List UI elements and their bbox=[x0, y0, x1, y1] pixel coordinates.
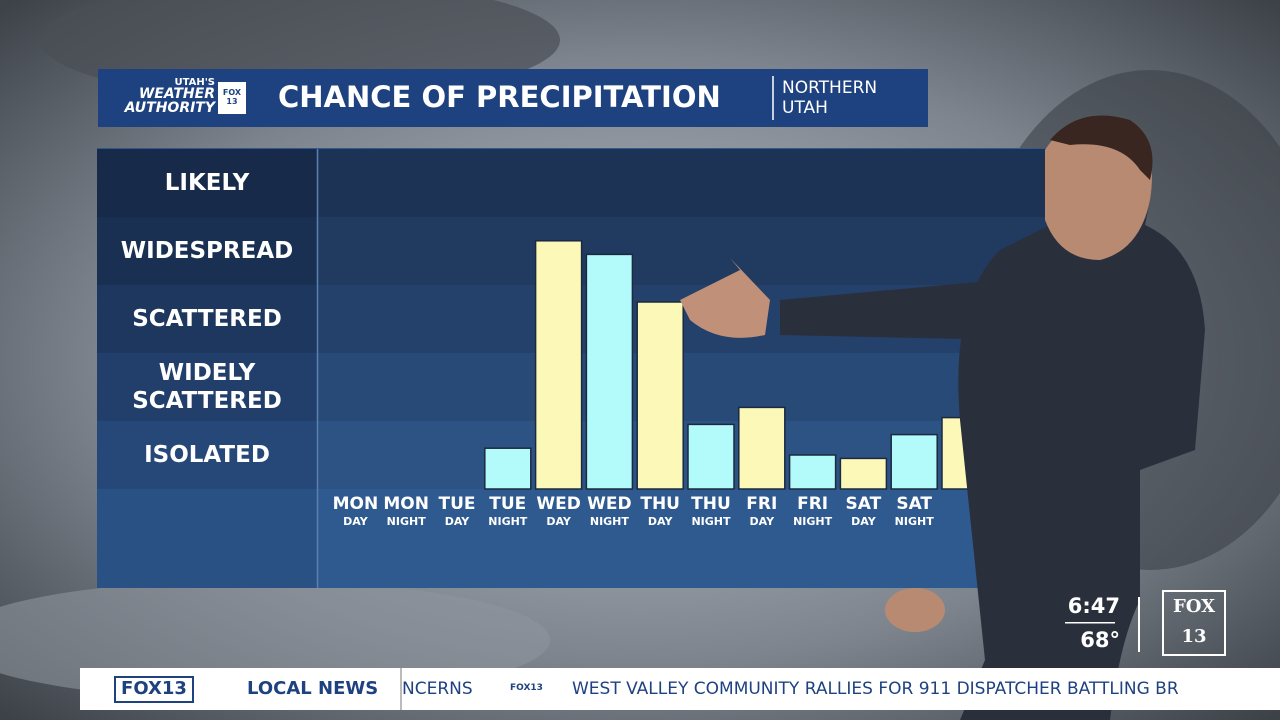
x-tick-sublabel: DAY bbox=[546, 515, 571, 528]
presenter-hand bbox=[885, 588, 945, 632]
x-tick-label: WED bbox=[587, 494, 632, 514]
logo-box bbox=[218, 82, 246, 114]
brand: UTAH'S bbox=[120, 78, 215, 88]
presenter-hair bbox=[1050, 115, 1153, 180]
chart-title: CHANCE OF PRECIPITATION bbox=[278, 80, 721, 114]
x-tick-sublabel: NIGHT bbox=[894, 515, 934, 528]
presenter bbox=[958, 116, 1205, 720]
x-tick-sublabel: NIGHT bbox=[589, 515, 629, 528]
region-line: UTAH bbox=[782, 98, 828, 118]
x-tick-sublabel: DAY bbox=[851, 515, 876, 528]
x-tick-sublabel: NIGHT bbox=[691, 515, 731, 528]
x-tick-label: MON bbox=[332, 494, 379, 514]
time: 6:47 bbox=[1067, 594, 1120, 618]
region: NORTHERN UTAH bbox=[782, 78, 877, 118]
x-tick-label: MON bbox=[383, 494, 429, 514]
axis-label-bg bbox=[97, 489, 317, 588]
x-tick-label: SAT bbox=[845, 494, 882, 514]
bar bbox=[534, 240, 583, 490]
y-tick-label: LIKELY bbox=[164, 170, 250, 196]
x-tick-label: THU bbox=[691, 494, 731, 514]
divider bbox=[1065, 622, 1115, 624]
band-label-bg bbox=[97, 217, 317, 285]
ticker-small-logo: FOX13 bbox=[510, 683, 543, 693]
ticker-bar bbox=[80, 668, 1280, 710]
x-tick-sublabel: NIGHT bbox=[488, 515, 528, 528]
x-tick-label: FRI bbox=[797, 494, 829, 514]
ticker-section: LOCAL NEWS bbox=[247, 678, 379, 699]
x-tick-label: TUE bbox=[438, 494, 476, 514]
x-tick-sublabel: NIGHT bbox=[793, 515, 833, 528]
band bbox=[318, 149, 1050, 217]
bar bbox=[636, 301, 684, 490]
band bbox=[318, 217, 1050, 285]
band bbox=[318, 421, 1050, 489]
x-tick-label: FRI bbox=[746, 494, 778, 514]
band-label-bg bbox=[97, 285, 317, 353]
plot bbox=[97, 149, 1050, 588]
presenter-hand bbox=[680, 258, 770, 338]
ticker-logo: FOX13 bbox=[121, 678, 187, 699]
x-tick-label: THU bbox=[640, 494, 680, 514]
y-tick-label: WIDELY SCATTERED bbox=[132, 360, 282, 414]
bar bbox=[890, 433, 938, 490]
presenter-arm bbox=[780, 280, 1010, 340]
band-label-bg bbox=[97, 353, 317, 421]
y-tick-label: ISOLATED bbox=[144, 442, 270, 468]
x-tick-sublabel: DAY bbox=[647, 515, 673, 528]
station-logo: FOX 13 bbox=[1172, 596, 1216, 647]
x-tick-label: TUE bbox=[489, 494, 527, 514]
y-tick-label: WIDESPREAD bbox=[120, 238, 294, 264]
divider bbox=[1138, 597, 1140, 652]
bar bbox=[788, 454, 837, 490]
logo-frame bbox=[114, 676, 194, 703]
bar bbox=[687, 423, 735, 490]
divider bbox=[400, 668, 402, 710]
region-line: NORTHERN bbox=[782, 78, 878, 98]
band-label-bg bbox=[97, 421, 317, 489]
x-tick-sublabel: DAY bbox=[343, 515, 368, 528]
band bbox=[318, 353, 1050, 421]
x-tick-sublabel: DAY bbox=[444, 515, 470, 528]
brand-mid: WEATHER bbox=[138, 86, 215, 102]
brand-bottom: AUTHORITY bbox=[124, 100, 215, 116]
x-tick-sublabel: DAY bbox=[749, 515, 775, 528]
bar bbox=[484, 447, 532, 490]
ticker-previous: NCERNS bbox=[402, 679, 473, 699]
x-tick-label: WED bbox=[536, 494, 581, 514]
bar bbox=[839, 457, 888, 490]
bar bbox=[738, 406, 786, 490]
logo-frame bbox=[1162, 590, 1226, 656]
x-tick-sublabel: NIGHT bbox=[386, 515, 426, 528]
bar bbox=[585, 253, 634, 490]
band-label-bg bbox=[97, 149, 317, 217]
y-tick-label: SCATTERED bbox=[132, 306, 282, 332]
temperature: 68° bbox=[1080, 628, 1120, 652]
brand-top: UTAH'S bbox=[174, 77, 215, 88]
x-tick-label: SAT bbox=[896, 494, 933, 514]
ticker-headline: WEST VALLEY COMMUNITY RALLIES FOR 911 DI… bbox=[572, 679, 1179, 699]
brand-station: FOX 13 bbox=[222, 88, 242, 106]
